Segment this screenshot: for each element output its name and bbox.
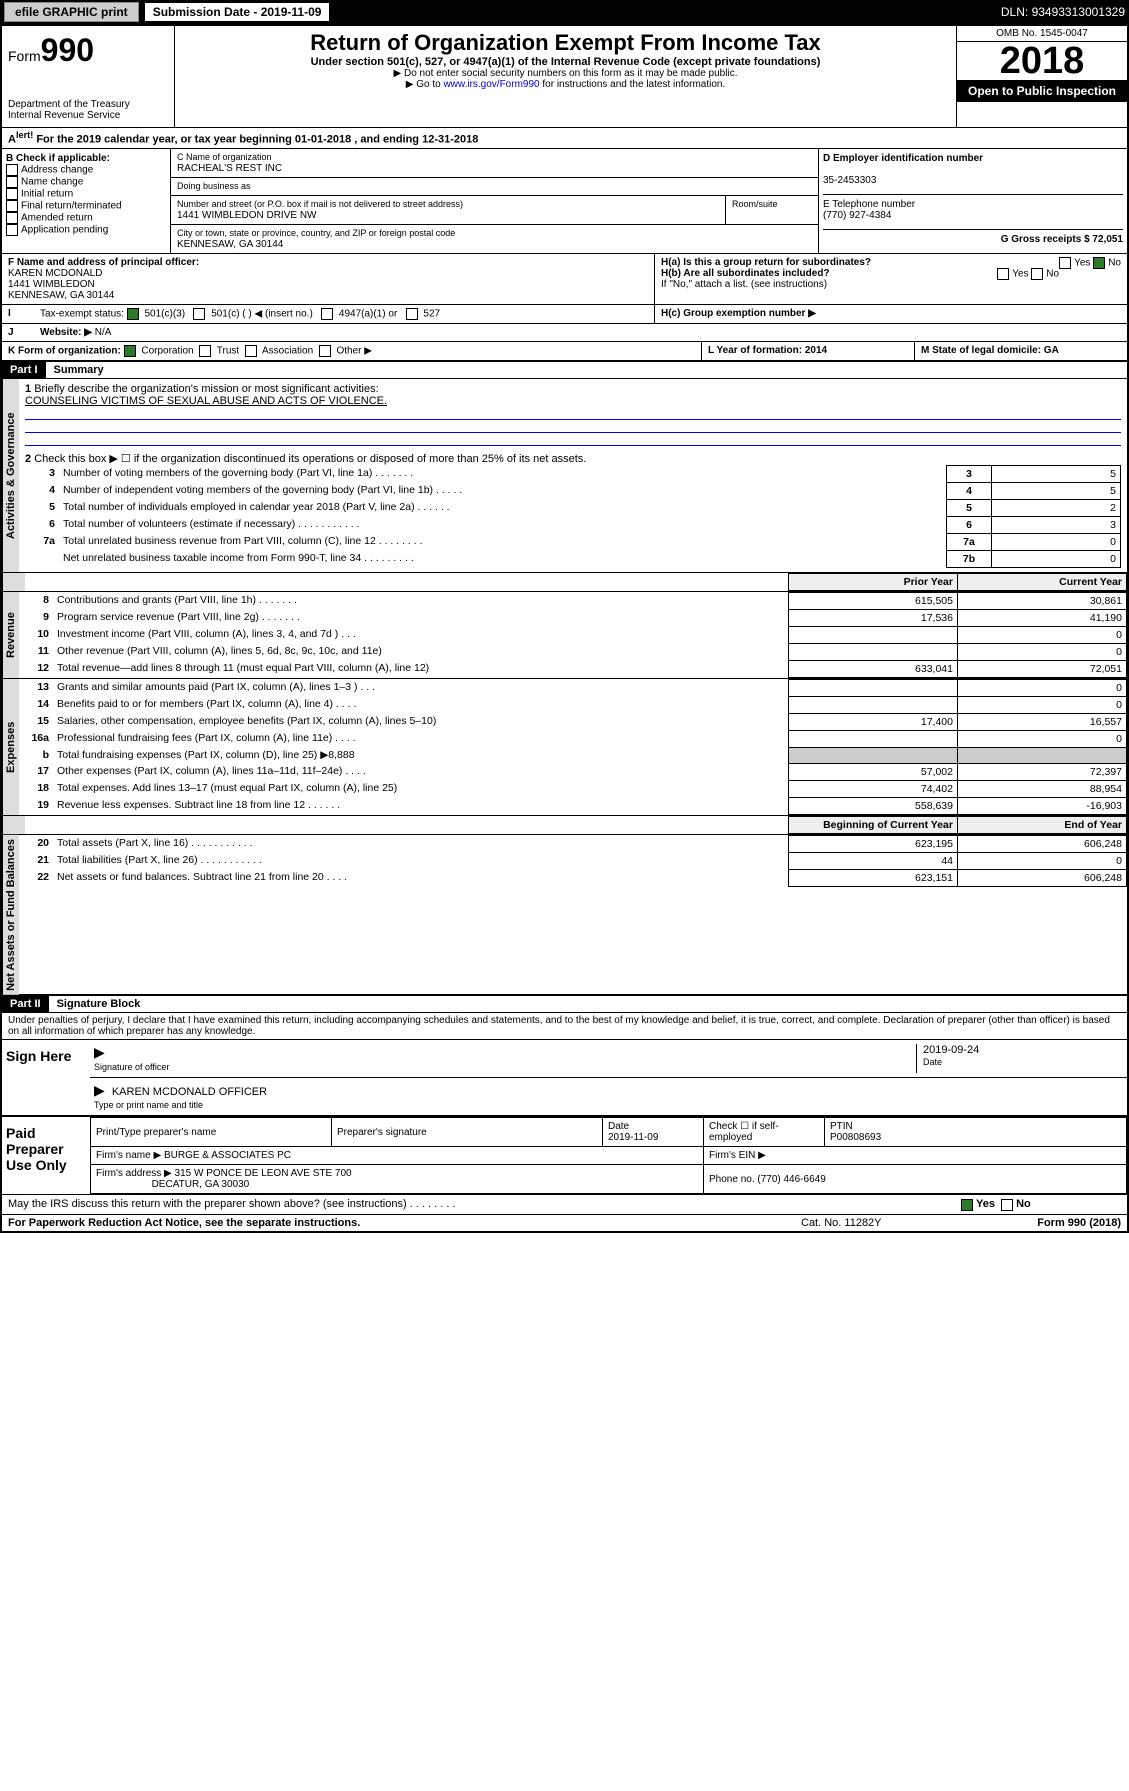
hc-label: H(c) Group exemption number ▶ (661, 308, 816, 319)
city-label: City or town, state or province, country… (177, 228, 455, 238)
part-2-header: Part II (2, 996, 49, 1012)
col-eoy: End of Year (958, 816, 1127, 833)
firm-addr2: DECATUR, GA 30030 (152, 1179, 250, 1190)
sig-date: 2019-09-24 (923, 1044, 979, 1056)
gross-receipts: G Gross receipts $ 72,051 (1001, 234, 1123, 245)
org-name-label: C Name of organization (177, 152, 272, 162)
form-title: Return of Organization Exempt From Incom… (183, 30, 948, 56)
hb-label: H(b) Are all subordinates included? (661, 268, 830, 279)
tax-year: 2018 (957, 42, 1127, 80)
tab-net-assets: Net Assets or Fund Balances (2, 835, 19, 995)
paid-preparer-label: Paid Preparer Use Only (2, 1117, 90, 1194)
state-domicile: M State of legal domicile: GA (921, 345, 1059, 356)
firm-ein-label: Firm's EIN ▶ (704, 1147, 1127, 1165)
form-org-label: K Form of organization: (8, 345, 121, 356)
hb-note: If "No," attach a list. (see instruction… (661, 279, 1121, 290)
website-value: N/A (95, 327, 112, 338)
dept-label-2: Internal Revenue Service (8, 110, 168, 121)
open-public-badge: Open to Public Inspection (957, 80, 1127, 102)
efile-print-button[interactable]: efile GRAPHIC print (4, 2, 139, 22)
ptin-value: P00808693 (830, 1132, 881, 1143)
city-value: KENNESAW, GA 30144 (177, 239, 283, 250)
prep-self-emp: Check ☐ if self-employed (704, 1118, 825, 1147)
officer-addr1: 1441 WIMBLEDON (8, 279, 95, 290)
officer-addr2: KENNESAW, GA 30144 (8, 290, 114, 301)
sig-name-label: Type or print name and title (94, 1100, 203, 1110)
instructions-link[interactable]: www.irs.gov/Form990 (443, 79, 539, 90)
phone-label: E Telephone number (823, 199, 915, 210)
submission-date-label: Submission Date - 2019-11-09 (145, 3, 330, 21)
footer-catno: Cat. No. 11282Y (801, 1217, 961, 1229)
firm-phone: Phone no. (770) 446-6649 (704, 1165, 1127, 1194)
form-subtitle: Under section 501(c), 527, or 4947(a)(1)… (183, 56, 948, 68)
discuss-label: May the IRS discuss this return with the… (2, 1195, 955, 1213)
tax-exempt-label: Tax-exempt status: (40, 308, 124, 319)
perjury-text: Under penalties of perjury, I declare th… (2, 1013, 1127, 1039)
form-number: Form990 (8, 32, 168, 69)
box-b-check-applicable: B Check if applicable: Address change Na… (2, 149, 171, 253)
col-prior-year: Prior Year (789, 573, 958, 590)
footer-paperwork: For Paperwork Reduction Act Notice, see … (8, 1217, 801, 1229)
col-boy: Beginning of Current Year (789, 816, 958, 833)
room-suite-label: Room/suite (732, 199, 778, 209)
officer-label: F Name and address of principal officer: (8, 257, 199, 268)
firm-name: BURGE & ASSOCIATES PC (164, 1150, 291, 1161)
q1-label: Briefly describe the organization's miss… (34, 383, 378, 395)
firm-addr1: 315 W PONCE DE LEON AVE STE 700 (175, 1168, 352, 1179)
website-label: Website: ▶ (40, 327, 92, 338)
address-street: 1441 WIMBLEDON DRIVE NW (177, 210, 316, 221)
col-current-year: Current Year (958, 573, 1127, 590)
part-1-header: Part I (2, 362, 46, 378)
prep-sig-hdr: Preparer's signature (332, 1118, 603, 1147)
sign-here-label: Sign Here (2, 1040, 90, 1115)
ha-label: H(a) Is this a group return for subordin… (661, 257, 871, 268)
top-toolbar: efile GRAPHIC print Submission Date - 20… (0, 0, 1129, 24)
org-name: RACHEAL'S REST INC (177, 163, 282, 174)
tab-revenue: Revenue (2, 592, 19, 678)
ein-label: D Employer identification number (823, 153, 983, 164)
address-label: Number and street (or P.O. box if mail i… (177, 199, 463, 209)
tab-expenses: Expenses (2, 679, 19, 815)
form-note-1: ▶ Do not enter social security numbers o… (183, 68, 948, 79)
q2-label: Check this box ▶ ☐ if the organization d… (34, 453, 586, 465)
tab-governance: Activities & Governance (2, 379, 19, 572)
prep-date: 2019-11-09 (608, 1132, 658, 1143)
dln-label: DLN: 93493313001329 (1001, 5, 1125, 19)
dba-label: Doing business as (177, 181, 251, 191)
footer-form: Form 990 (2018) (961, 1217, 1121, 1229)
sig-name: KAREN MCDONALD OFFICER (112, 1086, 267, 1098)
mission-text: COUNSELING VICTIMS OF SEXUAL ABUSE AND A… (25, 395, 387, 407)
sig-date-label: Date (923, 1057, 942, 1067)
year-formation: L Year of formation: 2014 (708, 345, 827, 356)
part-1-title: Summary (46, 364, 104, 376)
form-note-2: ▶ Go to www.irs.gov/Form990 for instruct… (183, 79, 948, 90)
form-990-document: Form990 Department of the Treasury Inter… (0, 24, 1129, 1233)
dept-label-1: Department of the Treasury (8, 99, 168, 110)
officer-name: KAREN MCDONALD (8, 268, 102, 279)
sig-officer-label: Signature of officer (94, 1062, 169, 1072)
part-2-title: Signature Block (49, 998, 141, 1010)
ein-value: 35-2453303 (823, 175, 876, 186)
phone-value: (770) 927-4384 (823, 210, 891, 221)
line-a-tax-year: Alert! For the 2019 calendar year, or ta… (2, 128, 1127, 149)
prep-name-hdr: Print/Type preparer's name (91, 1118, 332, 1147)
